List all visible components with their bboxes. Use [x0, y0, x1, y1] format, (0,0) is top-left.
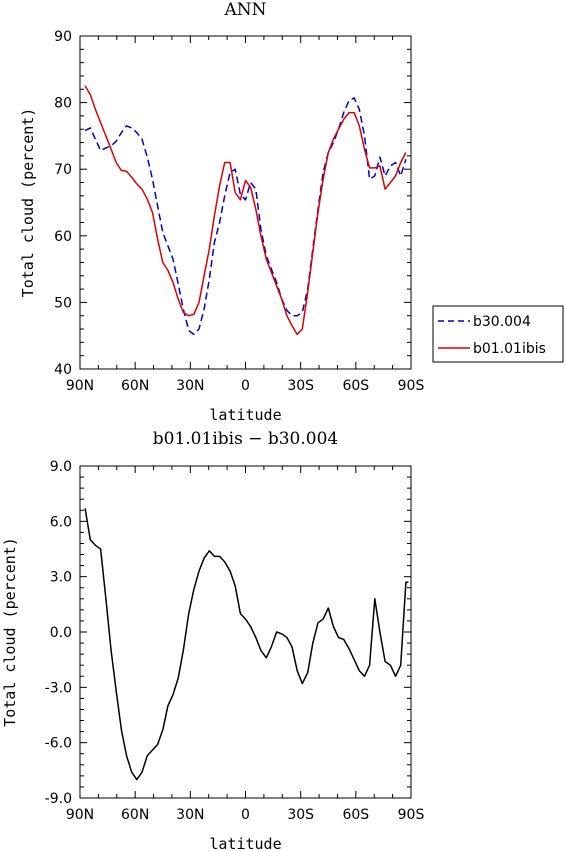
y-tick-label: 70	[54, 162, 72, 178]
plot-frame-top	[79, 35, 412, 370]
y-tick-label: 60	[54, 229, 72, 245]
x-axis-label-bottom: latitude	[209, 835, 281, 851]
y-axis-label-top: Total cloud (percent)	[19, 108, 37, 298]
x-tick-label: 30N	[176, 807, 204, 823]
y-tick-label: 3.0	[50, 570, 72, 586]
x-tick-label: 30S	[287, 378, 314, 394]
x-ticks-top: 90N 60N 30N 0 30S 60S 90S	[66, 36, 425, 394]
y-axis-label-bottom: Total cloud (percent)	[1, 537, 19, 727]
x-tick-label: 90S	[398, 378, 425, 394]
x-tick-label: 60N	[121, 378, 149, 394]
x-tick-label: 90N	[66, 807, 94, 823]
plot-frame-bottom	[79, 465, 412, 799]
x-tick-label: 0	[241, 378, 250, 394]
x-tick-label: 90S	[398, 807, 425, 823]
chart-title-top: ANN	[223, 0, 266, 20]
y-tick-label: -3.0	[45, 680, 72, 696]
x-tick-label: 60S	[342, 378, 369, 394]
series-lines-bottom	[84, 508, 409, 781]
series-line-b30-004	[84, 97, 407, 336]
y-tick-label: -6.0	[45, 736, 72, 752]
series-lines-top	[84, 85, 407, 336]
series-line-b01-01ibis	[84, 85, 407, 336]
series-line-difference	[84, 508, 409, 781]
chart-top: ANN latitude Total cloud (percent) 90N 60…	[19, 0, 564, 424]
x-tick-label: 60N	[121, 807, 149, 823]
y-tick-label: -9.0	[45, 791, 72, 807]
y-tick-label: 6.0	[50, 514, 72, 530]
x-tick-label: 30N	[176, 378, 204, 394]
y-tick-label: 9.0	[50, 459, 72, 475]
x-tick-label: 90N	[66, 378, 94, 394]
legend-box	[432, 305, 564, 363]
legend-label-b30-004: b30.004	[473, 314, 531, 330]
y-tick-label: 0.0	[50, 625, 72, 641]
legend-label-b01-01ibis: b01.01ibis	[473, 341, 546, 357]
legend: b30.004 b01.01ibis	[432, 305, 564, 363]
x-tick-label: 60S	[342, 807, 369, 823]
y-ticks-bottom: -9.0 -6.0 -3.0 0.0 3.0 6.0 9.0	[45, 459, 411, 807]
y-tick-label: 90	[54, 29, 72, 45]
y-tick-label: 80	[54, 96, 72, 112]
chart-bottom: b01.01ibis − b30.004 latitude Total clou…	[1, 429, 424, 851]
y-tick-label: 50	[54, 295, 72, 311]
y-ticks-top: 40 50 60 70 80 90	[54, 29, 411, 378]
chart-title-bottom: b01.01ibis − b30.004	[153, 429, 338, 449]
y-tick-label: 40	[54, 362, 72, 378]
x-tick-label: 0	[241, 807, 250, 823]
x-ticks-bottom: 90N 60N 30N 0 30S 60S 90S	[66, 466, 425, 823]
x-tick-label: 30S	[287, 807, 314, 823]
x-axis-label-top: latitude	[209, 406, 281, 424]
